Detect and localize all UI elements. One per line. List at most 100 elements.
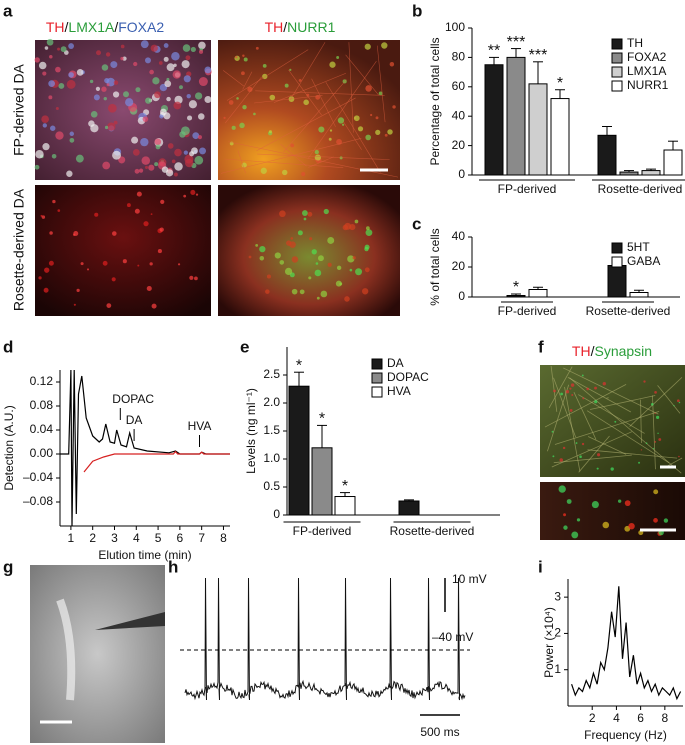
cell-dot xyxy=(189,151,195,157)
cell-dot xyxy=(152,77,160,85)
cell-dot xyxy=(126,203,131,208)
cell-dot xyxy=(640,449,643,451)
cell-dot xyxy=(653,517,658,523)
cell-dot xyxy=(150,44,158,52)
cell-dot xyxy=(255,243,259,247)
cell-dot xyxy=(149,262,153,266)
cell-dot xyxy=(95,86,101,91)
legend-label: 5HT xyxy=(627,240,650,254)
cell-dot xyxy=(134,208,140,214)
cell-dot xyxy=(198,49,204,54)
cell-dot xyxy=(282,169,288,176)
cell-dot xyxy=(57,209,61,212)
fiber xyxy=(573,392,597,440)
fiber xyxy=(242,71,253,90)
x-tick-label: Rosette-derived xyxy=(598,182,683,196)
cell-dot xyxy=(120,56,124,61)
texture xyxy=(544,366,683,539)
panel-label: a xyxy=(3,1,13,20)
cell-dot xyxy=(183,75,191,83)
cell-dot xyxy=(166,77,170,81)
fiber xyxy=(564,386,581,472)
cell-dot xyxy=(235,55,238,59)
significance: *** xyxy=(529,47,548,64)
fiber xyxy=(311,78,336,127)
cell-dot xyxy=(48,95,53,100)
y-tick-label: 20 xyxy=(452,138,466,152)
fiber xyxy=(587,436,627,455)
bar xyxy=(288,385,310,516)
cell-dot xyxy=(228,100,234,105)
fiber xyxy=(547,384,570,452)
cell-dot xyxy=(183,194,187,198)
significance: *** xyxy=(507,34,526,51)
fiber xyxy=(345,54,379,96)
cell-dot xyxy=(104,77,110,84)
cell-dot xyxy=(241,71,245,76)
cell-dot xyxy=(253,112,256,116)
fiber xyxy=(289,42,326,100)
fiber xyxy=(657,385,681,414)
cell-dot xyxy=(375,129,381,135)
cell-dot xyxy=(132,149,140,156)
cell-dot xyxy=(125,98,134,107)
cell-dot xyxy=(678,455,680,458)
significance: * xyxy=(513,279,519,296)
cell-dot xyxy=(602,521,610,529)
cell-dot xyxy=(242,54,245,58)
cell-dot xyxy=(663,518,669,523)
peak-annotation: DA xyxy=(126,413,143,427)
cell-dot xyxy=(57,47,61,51)
cell-dot xyxy=(138,168,144,173)
cell-dot xyxy=(107,103,117,113)
cell-dot xyxy=(336,265,342,271)
cell-dot xyxy=(676,399,680,403)
bar xyxy=(663,149,683,176)
cell-dot xyxy=(596,453,601,457)
cell-dot xyxy=(66,79,76,89)
cell-dot xyxy=(49,54,53,59)
cell-dot xyxy=(68,43,75,49)
cell-dot xyxy=(610,467,614,471)
cell-dot xyxy=(106,83,110,87)
cell-dot xyxy=(38,276,42,280)
cell-dot xyxy=(101,86,107,92)
cell-dot xyxy=(323,208,329,215)
cell-dot xyxy=(48,80,55,87)
cell-dot xyxy=(195,193,199,196)
legend-swatch xyxy=(371,372,383,384)
x-tick-label: FP-derived xyxy=(498,304,557,318)
cell-dot xyxy=(614,420,617,423)
cell-dot xyxy=(140,137,149,147)
cell-dot xyxy=(673,405,675,407)
cell-dot xyxy=(560,392,563,396)
cell-dot xyxy=(337,117,345,124)
cell-dot xyxy=(248,255,252,259)
bar xyxy=(506,56,526,176)
cell-dot xyxy=(365,85,372,92)
legend-label: LMX1A xyxy=(627,64,666,78)
cell-dot xyxy=(180,126,190,136)
cell-dot xyxy=(120,44,125,49)
cell-dot xyxy=(42,143,50,151)
y-tick-label: 1.0 xyxy=(263,451,280,465)
cell-dot xyxy=(269,94,276,101)
bar xyxy=(528,83,548,176)
bar xyxy=(528,289,548,298)
cell-dot xyxy=(184,154,194,164)
cell-dot xyxy=(198,113,205,120)
fiber xyxy=(237,150,246,174)
x-tick-label: 3 xyxy=(111,531,118,545)
y-tick-label: 60 xyxy=(452,79,466,93)
cell-dot xyxy=(239,122,245,129)
data-line xyxy=(571,586,682,701)
cell-dot xyxy=(655,415,660,419)
micrograph xyxy=(35,185,211,316)
x-tick-label: Rosette-derived xyxy=(586,304,671,318)
cell-dot xyxy=(339,156,343,160)
fiber xyxy=(544,384,627,428)
cell-dot xyxy=(185,55,191,61)
cell-dot xyxy=(174,148,182,157)
